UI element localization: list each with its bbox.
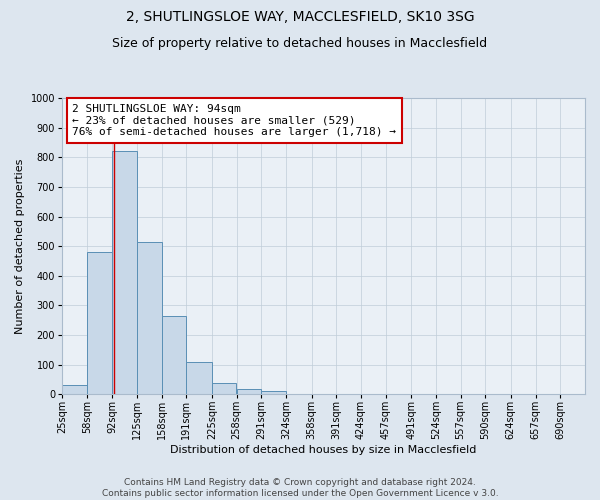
Y-axis label: Number of detached properties: Number of detached properties <box>15 158 25 334</box>
Bar <box>236 389 261 394</box>
Text: Size of property relative to detached houses in Macclesfield: Size of property relative to detached ho… <box>112 38 488 51</box>
Bar <box>62 386 86 394</box>
Text: 2 SHUTLINGSLOE WAY: 94sqm
← 23% of detached houses are smaller (529)
76% of semi: 2 SHUTLINGSLOE WAY: 94sqm ← 23% of detac… <box>73 104 397 137</box>
Bar <box>137 242 161 394</box>
Bar <box>212 383 236 394</box>
X-axis label: Distribution of detached houses by size in Macclesfield: Distribution of detached houses by size … <box>170 445 476 455</box>
Bar <box>262 392 286 394</box>
Text: Contains HM Land Registry data © Crown copyright and database right 2024.
Contai: Contains HM Land Registry data © Crown c… <box>101 478 499 498</box>
Text: 2, SHUTLINGSLOE WAY, MACCLESFIELD, SK10 3SG: 2, SHUTLINGSLOE WAY, MACCLESFIELD, SK10 … <box>125 10 475 24</box>
Bar <box>112 152 137 394</box>
Bar <box>187 362 212 394</box>
Bar <box>87 252 112 394</box>
Bar <box>162 316 186 394</box>
